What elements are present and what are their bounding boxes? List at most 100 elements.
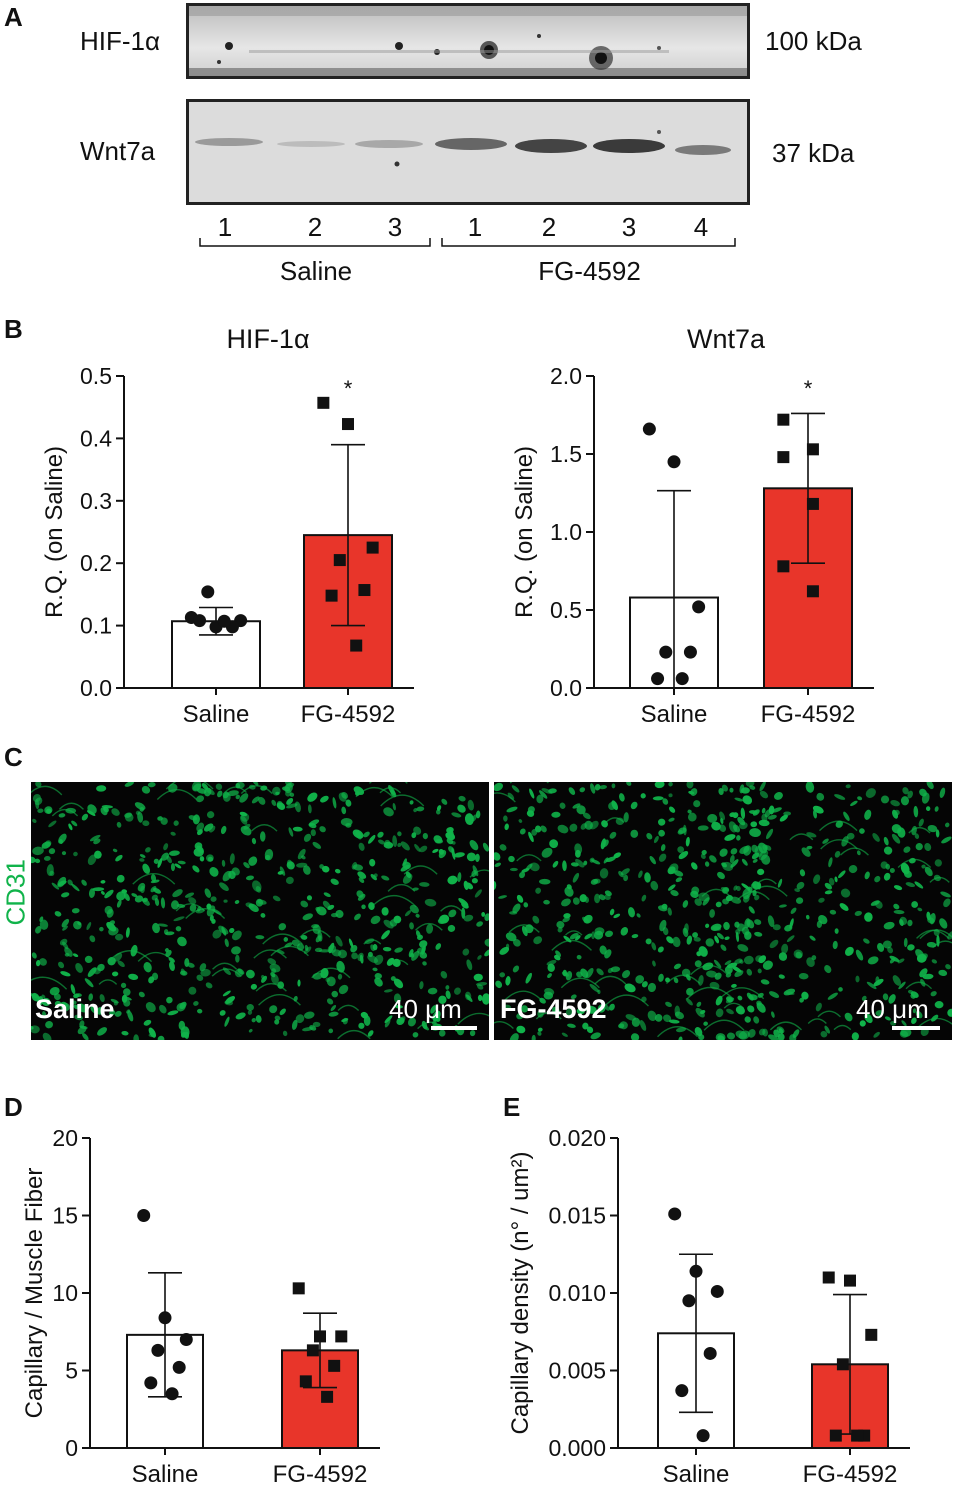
capillary-signal xyxy=(796,881,805,890)
fiber-outline xyxy=(897,858,932,869)
capillary-signal xyxy=(180,968,186,976)
capillary-signal xyxy=(205,982,213,989)
capillary-signal xyxy=(772,924,781,931)
capillary-signal xyxy=(754,894,760,901)
capillary-signal xyxy=(735,931,740,943)
capillary-signal xyxy=(867,956,879,965)
capillary-signal xyxy=(913,805,919,818)
capillary-signal xyxy=(87,854,97,866)
capillary-signal xyxy=(111,808,120,816)
capillary-signal xyxy=(229,927,235,934)
capillary-signal xyxy=(335,935,343,947)
group-label-saline: Saline xyxy=(279,256,353,286)
capillary-signal xyxy=(430,1005,437,1014)
capillary-signal xyxy=(59,938,68,946)
fiber-outline xyxy=(440,905,463,912)
capillary-signal xyxy=(827,992,838,1000)
chart-capillary-per-fiber: Capillary / Muscle Fiber 0 5 10 15 20 Saline FG… xyxy=(21,1125,380,1488)
capillary-signal xyxy=(177,860,186,865)
capillary-signal xyxy=(674,870,684,877)
capillary-signal xyxy=(109,1010,116,1016)
capillary-signal xyxy=(31,1025,40,1034)
data-point xyxy=(696,1429,710,1443)
capillary-signal xyxy=(507,792,515,800)
capillary-signal xyxy=(394,947,403,953)
fiber-outline xyxy=(355,786,394,798)
capillary-signal xyxy=(360,1011,369,1019)
fiber-outline xyxy=(746,885,788,897)
capillary-signal xyxy=(340,818,353,827)
data-point xyxy=(659,645,673,659)
lane-number: 2 xyxy=(307,212,323,242)
capillary-signal xyxy=(272,786,281,796)
fiber-outline xyxy=(703,1019,745,1031)
capillary-signal xyxy=(364,938,375,944)
capillary-signal xyxy=(665,1001,672,1008)
capillary-signal xyxy=(150,874,157,882)
capillary-signal xyxy=(386,957,395,966)
capillary-signal xyxy=(591,931,596,940)
capillary-signal xyxy=(677,830,684,835)
capillary-signal xyxy=(231,867,240,876)
capillary-signal xyxy=(116,899,122,908)
data-point xyxy=(299,1375,312,1388)
capillary-signal xyxy=(68,823,73,831)
capillary-signal xyxy=(747,1029,756,1038)
capillary-signal xyxy=(685,836,690,847)
fiber-outline xyxy=(494,792,516,803)
capillary-signal xyxy=(142,897,148,903)
capillary-signal xyxy=(715,901,722,908)
capillary-signal xyxy=(135,810,141,815)
capillary-signal xyxy=(739,821,748,830)
capillary-signal xyxy=(615,817,624,825)
capillary-signal xyxy=(451,812,462,818)
capillary-signal xyxy=(276,949,285,954)
capillary-signal xyxy=(137,882,146,892)
capillary-signal xyxy=(77,1003,88,1013)
capillary-signal xyxy=(528,831,534,843)
capillary-signal xyxy=(303,865,311,875)
capillary-signal xyxy=(793,949,803,959)
capillary-signal xyxy=(448,846,455,853)
capillary-signal xyxy=(167,1010,179,1016)
fiber-outline xyxy=(905,981,933,990)
capillary-signal xyxy=(332,797,337,809)
fiber-outline xyxy=(916,1017,952,1030)
capillary-signal xyxy=(538,878,551,885)
capillary-signal xyxy=(222,967,231,975)
fiber-outline xyxy=(916,929,950,939)
capillary-signal xyxy=(855,949,864,961)
data-point xyxy=(806,585,819,598)
capillary-signal xyxy=(572,872,580,883)
cd31-staining-saline xyxy=(31,782,489,1040)
capillary-signal xyxy=(508,855,515,863)
capillary-signal xyxy=(512,939,521,947)
capillary-signal xyxy=(424,898,437,907)
capillary-signal xyxy=(351,952,358,960)
chart-title: Wnt7a xyxy=(687,324,766,354)
fiber-outline xyxy=(137,951,175,962)
capillary-signal xyxy=(438,995,447,1004)
capillary-signal xyxy=(435,809,441,815)
lane-number: 1 xyxy=(217,212,233,242)
capillary-signal xyxy=(320,795,329,803)
data-point xyxy=(667,455,681,469)
capillary-signal xyxy=(846,832,855,840)
capillary-signal xyxy=(744,1016,751,1023)
capillary-signal xyxy=(285,876,294,885)
data-point xyxy=(144,1376,158,1390)
capillary-signal xyxy=(145,847,151,853)
capillary-signal xyxy=(766,828,774,840)
capillary-signal xyxy=(404,910,412,917)
fiber-outline xyxy=(719,987,765,1000)
fiber-outline xyxy=(363,939,382,945)
capillary-signal xyxy=(890,800,900,807)
capillary-signal xyxy=(73,851,78,857)
capillary-signal xyxy=(300,900,309,908)
capillary-signal xyxy=(484,913,489,921)
capillary-signal xyxy=(778,974,785,979)
capillary-signal xyxy=(394,1004,403,1009)
capillary-signal xyxy=(330,1004,337,1012)
capillary-signal xyxy=(476,921,483,927)
capillary-signal xyxy=(363,831,370,838)
